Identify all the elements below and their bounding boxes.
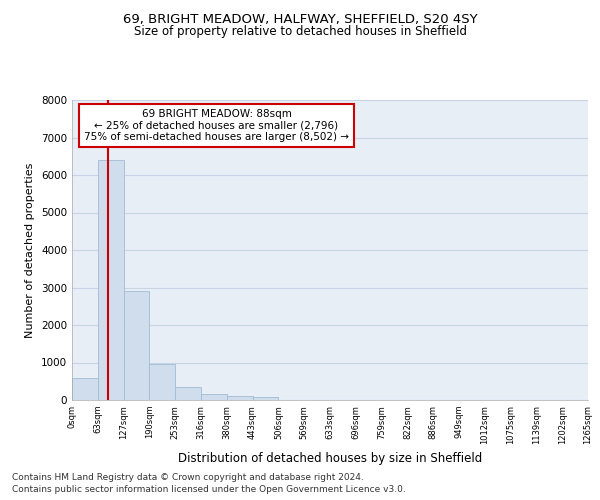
Bar: [227, 396, 253, 400]
Bar: [175, 386, 201, 400]
Bar: [124, 291, 149, 400]
Bar: [253, 398, 278, 400]
Text: 69, BRIGHT MEADOW, HALFWAY, SHEFFIELD, S20 4SY: 69, BRIGHT MEADOW, HALFWAY, SHEFFIELD, S…: [122, 12, 478, 26]
Bar: [149, 364, 175, 400]
Text: Contains public sector information licensed under the Open Government Licence v3: Contains public sector information licen…: [12, 485, 406, 494]
X-axis label: Distribution of detached houses by size in Sheffield: Distribution of detached houses by size …: [178, 452, 482, 465]
Text: 69 BRIGHT MEADOW: 88sqm
← 25% of detached houses are smaller (2,796)
75% of semi: 69 BRIGHT MEADOW: 88sqm ← 25% of detache…: [84, 109, 349, 142]
Bar: [201, 394, 227, 400]
Text: Size of property relative to detached houses in Sheffield: Size of property relative to detached ho…: [133, 25, 467, 38]
Bar: [98, 160, 124, 400]
Bar: [72, 378, 98, 400]
Y-axis label: Number of detached properties: Number of detached properties: [25, 162, 35, 338]
Text: Contains HM Land Registry data © Crown copyright and database right 2024.: Contains HM Land Registry data © Crown c…: [12, 472, 364, 482]
